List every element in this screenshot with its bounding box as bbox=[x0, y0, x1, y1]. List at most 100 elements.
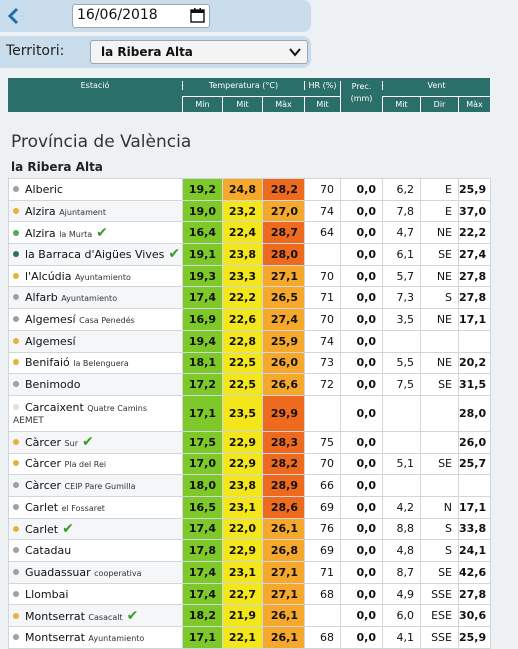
table-row[interactable]: Montserrat Ayuntamiento 17,1 22,1 26,1 68 0,0… bbox=[8, 626, 491, 649]
header-temp-min: Mín bbox=[182, 96, 222, 112]
station-cell[interactable]: l'Alcúdia Ayuntamiento bbox=[8, 264, 183, 288]
hr-mit: 70 bbox=[304, 178, 341, 201]
station-name: Algemesí bbox=[25, 334, 76, 348]
station-cell[interactable]: Càrcer CEIP Pare Gumilla bbox=[8, 474, 183, 497]
station-cell[interactable]: Carlet el Fossaret bbox=[8, 495, 183, 519]
station-cell[interactable]: Alfarb Ayuntamiento bbox=[8, 286, 183, 310]
station-cell[interactable]: Benimodo bbox=[8, 373, 183, 396]
station-cell[interactable]: la Barraca d'Aigües Vives ✔ bbox=[8, 243, 183, 266]
table-row[interactable]: l'Alcúdia Ayuntamiento 19,3 23,3 27,1 70 0,0 5… bbox=[8, 264, 491, 288]
hr-mit: 66 bbox=[304, 474, 341, 497]
station-status-icon bbox=[13, 315, 19, 322]
temp-min: 19,1 bbox=[182, 243, 223, 266]
station-cell[interactable]: Benifaió la Belenguera bbox=[8, 351, 183, 375]
station-cell[interactable]: Montserrat Ayuntamiento bbox=[8, 626, 183, 649]
hr-mit: 70 bbox=[304, 452, 341, 476]
wind-mit: 7,8 bbox=[382, 199, 421, 223]
station-cell[interactable]: Alzira Ajuntament bbox=[8, 199, 183, 223]
table-row[interactable]: Alberic 19,2 24,8 28,2 70 0,0 6,2 E 25,9 bbox=[8, 178, 491, 201]
station-cell[interactable]: Alzira la Murta ✔ bbox=[8, 221, 183, 245]
table-row[interactable]: Llombai 17,4 22,7 27,1 68 0,0 4,9 SSE 27,8 bbox=[8, 582, 491, 606]
station-cell[interactable]: Algemesí bbox=[8, 329, 183, 353]
temp-min: 18,0 bbox=[182, 474, 223, 497]
station-cell[interactable]: Càrcer Sur ✔ bbox=[8, 430, 183, 454]
table-row[interactable]: Montserrat Casacalt ✔ 18,2 21,9 26,1 0,0 6,0 ES… bbox=[8, 604, 491, 628]
temp-mit: 22,9 bbox=[222, 430, 263, 454]
station-cell[interactable]: Algemesí Casa Penedés bbox=[8, 308, 183, 331]
table-row[interactable]: Catadau 17,8 22,9 26,8 69 0,0 4,8 S 24,1 bbox=[8, 539, 491, 562]
table-row[interactable]: Carlet el Fossaret 16,5 23,1 28,6 69 0,0 4,2 N 1… bbox=[8, 495, 491, 519]
wind-max: 25,9 bbox=[458, 178, 491, 201]
table-row[interactable]: Carcaixent Quatre Camins AEMET 17,1 23,5 29,… bbox=[8, 394, 491, 432]
wind-mit: 4,8 bbox=[382, 539, 421, 562]
temp-max: 27,0 bbox=[262, 199, 305, 223]
calendar-icon[interactable] bbox=[190, 8, 205, 23]
wind-max: 20,2 bbox=[458, 351, 491, 375]
station-status-icon bbox=[13, 525, 19, 532]
temp-max: 27,1 bbox=[262, 582, 305, 606]
wind-mit: 4,2 bbox=[382, 495, 421, 519]
station-cell[interactable]: Alberic bbox=[8, 178, 183, 201]
station-cell[interactable]: Catadau bbox=[8, 539, 183, 562]
station-cell[interactable]: Montserrat Casacalt ✔ bbox=[8, 604, 183, 628]
check-icon: ✔ bbox=[168, 246, 181, 263]
temp-max: 28,2 bbox=[262, 452, 305, 476]
prec: 0,0 bbox=[340, 495, 383, 519]
temp-min: 19,4 bbox=[182, 329, 223, 353]
table-row[interactable]: Algemesí 19,4 22,8 25,9 74 0,0 bbox=[8, 329, 491, 353]
hr-mit: 69 bbox=[304, 539, 341, 562]
table-row[interactable]: Alzira Ajuntament 19,0 23,2 27,0 74 0,0 7,8 E 37… bbox=[8, 199, 491, 223]
chevron-left-icon[interactable] bbox=[4, 6, 24, 26]
station-status-icon bbox=[13, 503, 19, 510]
date-input[interactable]: 16/06/2018 bbox=[72, 4, 210, 28]
wind-max: 37,0 bbox=[458, 199, 491, 223]
table-row[interactable]: Benimodo 17,2 22,5 26,6 72 0,0 7,5 SE 31,5 bbox=[8, 373, 491, 396]
temp-max: 28,0 bbox=[262, 243, 305, 266]
wind-dir: E bbox=[420, 199, 459, 223]
header-vent-max: Màx bbox=[458, 96, 490, 112]
check-icon: ✔ bbox=[81, 434, 94, 451]
wind-mit: 5,5 bbox=[382, 351, 421, 375]
station-cell[interactable]: Carcaixent Quatre Camins AEMET bbox=[8, 394, 183, 432]
temp-mit: 22,0 bbox=[222, 517, 263, 541]
wind-max: 24,1 bbox=[458, 539, 491, 562]
table-row[interactable]: Carlet ✔ 17,4 22,0 26,1 76 0,0 8,8 S 33,8 bbox=[8, 517, 491, 541]
temp-mit: 24,8 bbox=[222, 178, 263, 201]
station-cell[interactable]: Llombai bbox=[8, 582, 183, 606]
header-vent: Vent bbox=[382, 81, 490, 90]
table-row[interactable]: Algemesí Casa Penedés 16,9 22,6 27,4 70 0,0 3,… bbox=[8, 308, 491, 331]
territori-select[interactable]: la Ribera Alta bbox=[90, 40, 308, 64]
prec: 0,0 bbox=[340, 539, 383, 562]
station-subname: Ajuntament bbox=[59, 207, 106, 217]
station-status-icon bbox=[13, 294, 19, 301]
prec: 0,0 bbox=[340, 604, 383, 628]
wind-dir: NE bbox=[420, 308, 459, 331]
temp-max: 27,4 bbox=[262, 308, 305, 331]
station-cell[interactable]: Càrcer Pla del Rei bbox=[8, 452, 183, 476]
station-status-icon bbox=[13, 612, 19, 619]
prec: 0,0 bbox=[340, 199, 383, 223]
hr-mit: 72 bbox=[304, 373, 341, 396]
prec: 0,0 bbox=[340, 329, 383, 353]
table-row[interactable]: Càrcer Pla del Rei 17,0 22,9 28,2 70 0,0 5,1 SE… bbox=[8, 452, 491, 476]
wind-mit bbox=[382, 430, 421, 454]
station-cell[interactable]: Guadassuar cooperativa bbox=[8, 561, 183, 584]
table-row[interactable]: Alzira la Murta ✔ 16,4 22,4 28,7 64 0,0 4,7 NE 22… bbox=[8, 221, 491, 245]
wind-dir: NE bbox=[420, 221, 459, 245]
table-row[interactable]: Càrcer CEIP Pare Gumilla 18,0 23,8 28,9 66 0,… bbox=[8, 474, 491, 497]
territori-label: Territori: bbox=[6, 43, 65, 59]
table-row[interactable]: Alfarb Ayuntamiento 17,4 22,2 26,5 71 0,0 7,3 S… bbox=[8, 286, 491, 310]
hr-mit: 71 bbox=[304, 561, 341, 584]
table-row[interactable]: Guadassuar cooperativa 17,4 23,1 27,1 71 0,0 8… bbox=[8, 561, 491, 584]
wind-dir: NE bbox=[420, 351, 459, 375]
station-status-icon bbox=[13, 633, 19, 640]
prec: 0,0 bbox=[340, 264, 383, 288]
wind-max: 30,6 bbox=[458, 604, 491, 628]
temp-max: 28,3 bbox=[262, 430, 305, 454]
temp-max: 29,9 bbox=[262, 394, 305, 432]
table-row[interactable]: Benifaió la Belenguera 18,1 22,5 26,0 73 0,0 5… bbox=[8, 351, 491, 375]
prec: 0,0 bbox=[340, 452, 383, 476]
table-row[interactable]: la Barraca d'Aigües Vives ✔ 19,1 23,8 28,0 0,… bbox=[8, 243, 491, 266]
station-cell[interactable]: Carlet ✔ bbox=[8, 517, 183, 541]
table-row[interactable]: Càrcer Sur ✔ 17,5 22,9 28,3 75 0,0 26,0 bbox=[8, 430, 491, 454]
